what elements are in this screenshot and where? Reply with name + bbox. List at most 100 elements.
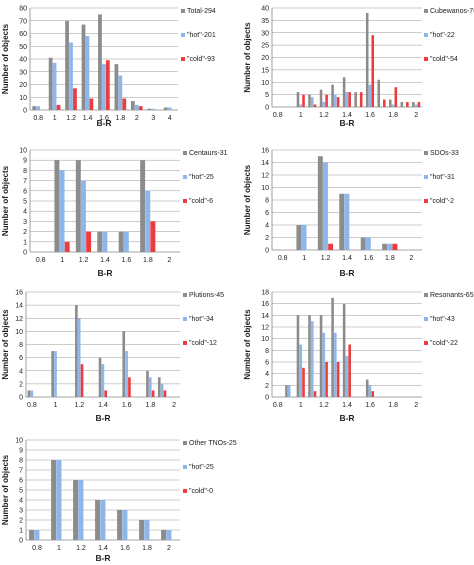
bar-hot bbox=[125, 351, 128, 397]
x-axis-label: B-R bbox=[97, 268, 112, 278]
x-axis-label: B-R bbox=[339, 268, 354, 278]
x-tick-label: 0.8 bbox=[27, 402, 37, 409]
bar-hot bbox=[334, 332, 337, 397]
bar-hot bbox=[391, 104, 395, 107]
x-tick-label: 0.8 bbox=[33, 115, 43, 122]
y-axis-label: Number of objects bbox=[243, 309, 252, 380]
legend-label: SDOs-33 bbox=[430, 150, 459, 157]
x-tick-label: 1.6 bbox=[120, 545, 130, 552]
legend-swatch-total bbox=[183, 151, 187, 155]
bar-hot bbox=[118, 75, 123, 110]
bar-total bbox=[296, 315, 300, 397]
bar-cold bbox=[73, 88, 77, 110]
bar-hot bbox=[85, 36, 90, 110]
chart-panel-5: 0 2 4 6 8 10 12 14 16 0.8 1 1.2 1.4 1.6 1.8 2 B-R Number … bbox=[1, 290, 224, 424]
bar-total bbox=[365, 379, 369, 397]
x-tick-label: 1 bbox=[299, 402, 303, 409]
y-tick-label: 4 bbox=[19, 368, 23, 375]
x-axis-label: B-R bbox=[95, 553, 110, 563]
bar-cold bbox=[89, 98, 94, 110]
bar-total bbox=[342, 77, 346, 107]
y-tick-label: 80 bbox=[19, 6, 27, 13]
legend-swatch-hot bbox=[424, 317, 428, 321]
chart-panel-4: 0 2 4 6 8 10 12 14 16 0.8 1 1.2 1.4 1.6 1.8 2 B-R Number … bbox=[243, 148, 459, 279]
x-tick-label: 0.8 bbox=[273, 112, 283, 119]
legend-swatch-hot bbox=[183, 465, 187, 469]
legend-swatch-cold bbox=[183, 199, 187, 203]
x-tick-label: 1.2 bbox=[319, 402, 329, 409]
x-tick-label: 1.4 bbox=[98, 545, 108, 552]
y-tick-label: 2 bbox=[265, 235, 269, 242]
y-tick-label: 2 bbox=[265, 383, 269, 390]
chart-panel-6: 0 2 4 6 8 10 12 14 16 18 0.8 1 1.2 1.4 1.6 1.8 2 B-R Numbe… bbox=[243, 290, 474, 424]
bar-total bbox=[296, 225, 302, 250]
y-axis-label: Number of objects bbox=[1, 23, 10, 94]
y-tick-label: 4 bbox=[23, 209, 27, 216]
y-tick-label: 4 bbox=[265, 371, 269, 378]
y-tick-label: 10 bbox=[19, 148, 27, 155]
legend-swatch-hot bbox=[424, 175, 428, 179]
legend-label: "hot"-43 bbox=[430, 316, 455, 323]
y-tick-label: 3 bbox=[23, 219, 27, 226]
legend-swatch-cold bbox=[424, 199, 428, 203]
bar-cold bbox=[56, 104, 61, 110]
x-tick-label: 2 bbox=[167, 257, 171, 264]
x-tick-label: 1.8 bbox=[388, 402, 398, 409]
bar-hot bbox=[52, 62, 57, 110]
x-axis-label: B-R bbox=[339, 118, 354, 128]
bar-cold bbox=[64, 241, 70, 252]
legend-swatch-total bbox=[424, 293, 428, 297]
x-tick-label: 1.8 bbox=[385, 255, 395, 262]
bar-hot bbox=[301, 225, 307, 250]
bar-total bbox=[130, 101, 135, 110]
bar-total bbox=[54, 160, 60, 252]
bar-total bbox=[75, 305, 78, 397]
y-tick-label: 16 bbox=[15, 290, 23, 297]
x-tick-label: 1.8 bbox=[143, 257, 153, 264]
y-tick-label: 4 bbox=[19, 498, 23, 505]
bar-hot bbox=[102, 231, 108, 252]
legend-label: "cold"-0 bbox=[189, 488, 213, 495]
x-tick-label: 0.8 bbox=[278, 255, 288, 262]
y-tick-label: 6 bbox=[265, 360, 269, 367]
y-tick-label: 8 bbox=[19, 342, 23, 349]
legend-swatch-hot bbox=[183, 317, 187, 321]
bar-total bbox=[81, 24, 86, 111]
x-axis-label: B-R bbox=[339, 413, 354, 423]
bar-cold bbox=[151, 390, 155, 397]
bar-cold bbox=[348, 344, 351, 397]
x-tick-label: 1 bbox=[53, 115, 57, 122]
legend-swatch-cold bbox=[183, 341, 187, 345]
y-tick-label: 7 bbox=[19, 468, 23, 475]
bar-total bbox=[147, 108, 152, 110]
legend-label: "cold"-22 bbox=[430, 340, 458, 347]
y-tick-label: 10 bbox=[15, 329, 23, 336]
bar-hot bbox=[160, 383, 164, 397]
y-tick-label: 0 bbox=[265, 395, 269, 402]
bar-total bbox=[146, 370, 149, 397]
bar-hot bbox=[344, 193, 350, 250]
y-tick-label: 2 bbox=[23, 229, 27, 236]
y-tick-label: 18 bbox=[261, 290, 269, 297]
y-tick-label: 70 bbox=[19, 18, 27, 25]
legend-swatch-cold bbox=[181, 57, 185, 61]
bar-hot bbox=[368, 84, 372, 107]
bar-hot bbox=[36, 106, 40, 110]
legend-label: "cold"-12 bbox=[189, 340, 217, 347]
bar-total bbox=[27, 390, 31, 397]
bar-total bbox=[161, 530, 167, 540]
x-tick-label: 1.4 bbox=[83, 115, 93, 122]
bar-cold bbox=[406, 102, 409, 107]
x-tick-label: 2 bbox=[135, 115, 139, 122]
y-tick-label: 12 bbox=[15, 316, 23, 323]
x-tick-label: 3 bbox=[151, 115, 155, 122]
y-tick-label: 8 bbox=[265, 198, 269, 205]
y-axis-label: Number of objects bbox=[243, 164, 252, 235]
legend-label: Other TNOs-25 bbox=[189, 440, 237, 447]
bar-total bbox=[98, 357, 102, 397]
x-tick-label: 1.6 bbox=[365, 402, 375, 409]
bar-hot bbox=[368, 385, 372, 397]
x-tick-label: 2 bbox=[167, 545, 171, 552]
legend-swatch-hot bbox=[181, 33, 185, 37]
